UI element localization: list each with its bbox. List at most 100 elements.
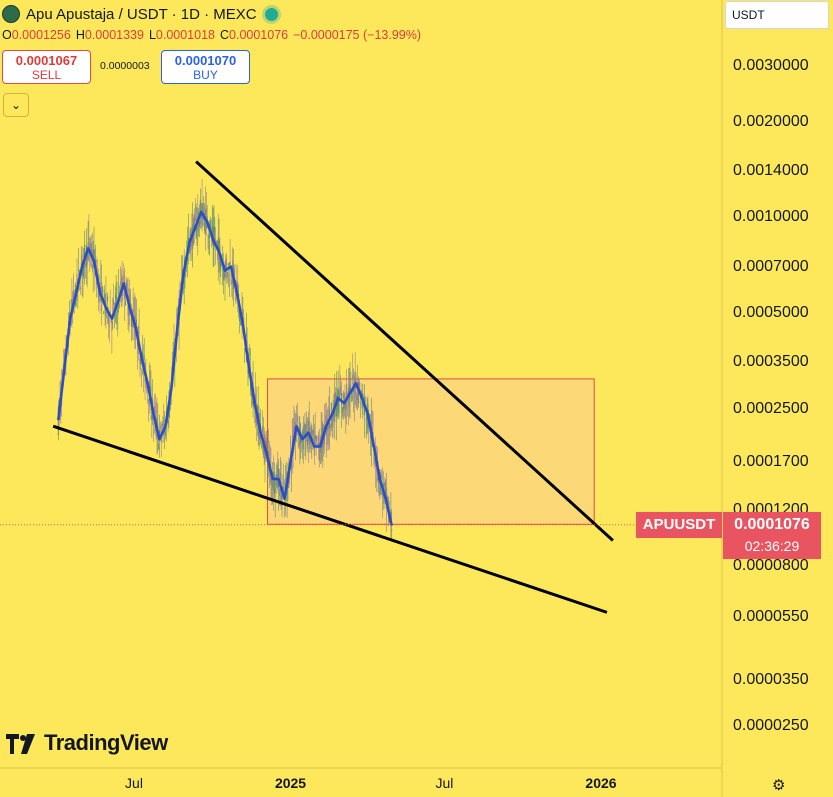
candle-body	[162, 423, 164, 426]
candle-body	[359, 401, 361, 403]
candle-body	[261, 426, 263, 432]
candle-body	[138, 331, 140, 334]
candle-body	[216, 240, 218, 247]
candle-body	[391, 529, 393, 531]
collapse-legend-button[interactable]: ⌄	[3, 93, 29, 117]
candle-body	[86, 250, 88, 266]
candle-body	[275, 475, 277, 477]
sell-price: 0.0001067	[15, 53, 78, 68]
candle-body	[366, 414, 368, 421]
candle-body	[380, 478, 382, 495]
candle-body	[244, 348, 246, 350]
candle-body	[147, 399, 149, 402]
sell-label: SELL	[31, 68, 62, 82]
tradingview-logo[interactable]: TradingView	[6, 730, 168, 756]
range-box	[267, 378, 595, 525]
candle-body	[129, 293, 131, 307]
price-tick-label: 0.0000800	[733, 556, 809, 574]
sell-button[interactable]: 0.0001067 SELL	[2, 50, 91, 84]
candle-body	[125, 281, 127, 288]
price-tick-label: 0.0007000	[733, 257, 809, 275]
candle-body	[383, 484, 385, 487]
buy-button[interactable]: 0.0001070 BUY	[161, 50, 250, 84]
candle-body	[118, 292, 120, 294]
price-tick-label: 0.0000550	[733, 608, 809, 626]
candle-body	[351, 392, 353, 402]
candle-body	[329, 426, 331, 428]
candle-body	[113, 299, 115, 305]
moving-average-line	[57, 210, 393, 526]
candle-body	[211, 225, 213, 236]
candle-body	[131, 323, 133, 325]
candle-body	[194, 217, 196, 222]
candle-body	[107, 296, 109, 302]
price-tick-label: 0.0000350	[733, 670, 809, 688]
lower-trendline	[52, 424, 608, 614]
candle-body	[209, 237, 211, 238]
candle-body	[381, 475, 383, 479]
candle-body	[199, 199, 201, 216]
candle-body	[204, 213, 206, 231]
candle-body	[200, 207, 202, 225]
ohlc-change: −0.0000175 (−13.99%)	[293, 28, 422, 42]
candle-body	[196, 225, 198, 230]
candle-body	[207, 235, 209, 237]
candle-body	[308, 421, 310, 432]
candle-body	[114, 302, 116, 308]
candle-body	[117, 306, 119, 316]
candle-body	[159, 426, 161, 428]
candle-body	[281, 489, 283, 506]
candle-body	[229, 261, 231, 265]
candle-body	[369, 436, 371, 438]
tradingview-logo-icon	[6, 734, 35, 754]
candle-body	[227, 272, 229, 279]
currency-selector[interactable]: USDT	[725, 1, 829, 29]
time-tick-label: 2025	[274, 775, 307, 791]
ohlc-low: L0.0001018	[148, 28, 215, 42]
candle-body	[358, 382, 360, 394]
candle-body	[378, 481, 380, 483]
buy-label: BUY	[193, 68, 218, 82]
candle-body	[153, 406, 155, 413]
candle-body	[107, 312, 109, 324]
candle-body	[374, 457, 376, 464]
candle-body	[324, 420, 326, 421]
candle-body	[343, 404, 345, 410]
spread-value: 0.0000003	[100, 60, 150, 72]
price-tick-label: 0.0003500	[733, 353, 809, 371]
candle-body	[377, 477, 379, 481]
candle-body	[181, 268, 183, 275]
candle-body	[316, 436, 318, 442]
candle-body	[340, 392, 342, 396]
candle-body	[245, 334, 247, 343]
candle-body	[307, 435, 309, 446]
price-tick-label: 0.0001700	[733, 452, 809, 470]
candle-body	[330, 403, 332, 411]
candle-body	[75, 295, 77, 306]
candle-body	[290, 459, 292, 471]
candle-body	[273, 471, 275, 495]
candle-body	[159, 429, 161, 437]
candle-body	[273, 471, 275, 492]
symbol-header[interactable]: Apu Apustaja / USDT · 1D · MEXC	[0, 0, 278, 28]
candle-body	[122, 289, 124, 296]
candle-body	[216, 240, 218, 244]
candle-body	[327, 422, 329, 430]
chart-settings-icon[interactable]: ⚙	[772, 777, 786, 794]
candle-body	[79, 286, 81, 290]
candle-body	[220, 259, 222, 270]
candle-body	[261, 445, 263, 448]
candle-body	[341, 406, 343, 413]
candle-body	[212, 225, 214, 245]
candle-body	[296, 413, 298, 424]
candle-body	[321, 427, 323, 441]
candle-body	[233, 268, 235, 276]
candle-body	[311, 425, 313, 439]
candle-body	[371, 426, 373, 432]
candle-body	[227, 263, 229, 265]
candle-body	[158, 443, 160, 450]
candle-body	[231, 279, 233, 285]
symbol-title[interactable]: Apu Apustaja / USDT · 1D · MEXC	[26, 5, 257, 23]
candle-body	[198, 211, 200, 216]
